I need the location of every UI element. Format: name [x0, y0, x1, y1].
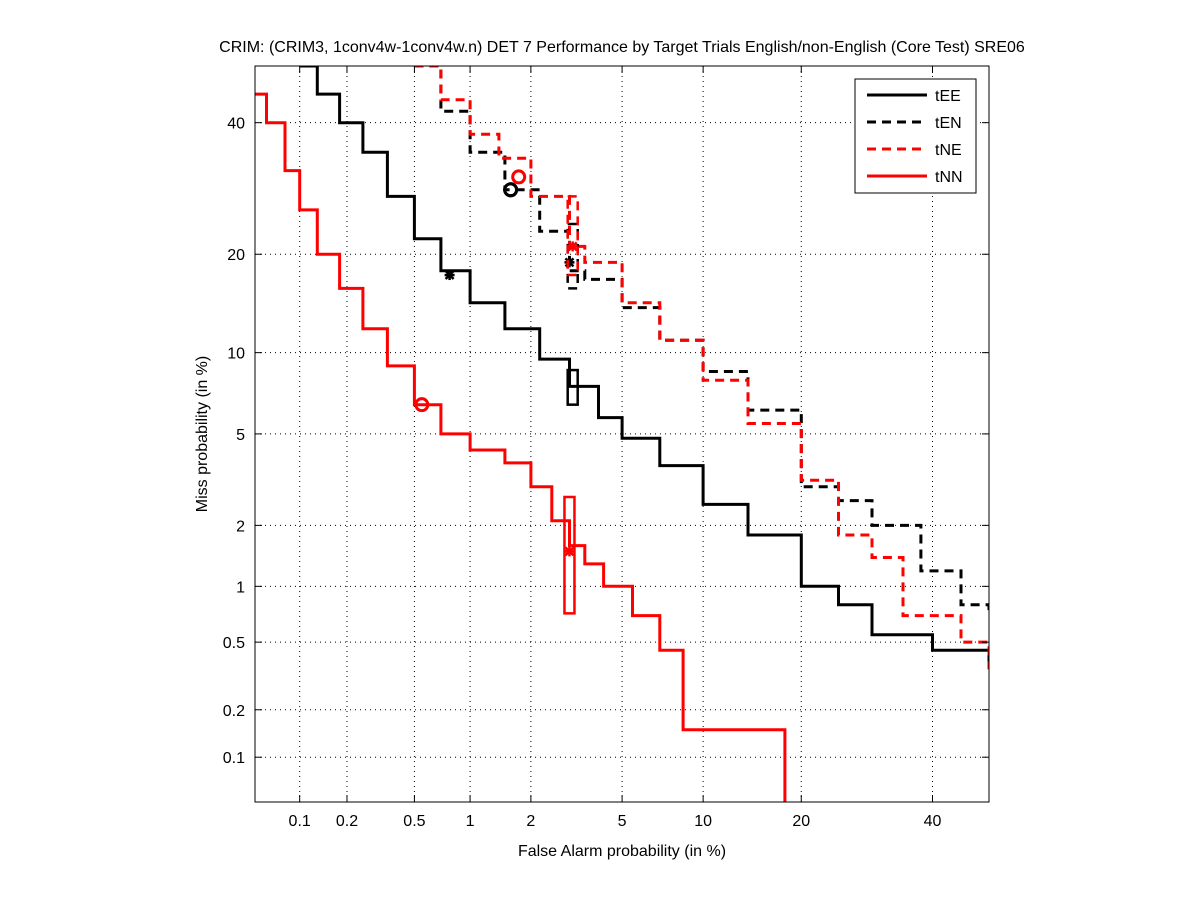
x-tick-label: 2	[526, 813, 535, 830]
y-tick-label: 10	[227, 346, 245, 363]
cost-box-ten	[566, 222, 579, 290]
marker-layer	[414, 169, 579, 615]
y-tick-label: 0.2	[223, 703, 245, 720]
min-dcf-marker-d2-tee	[444, 270, 455, 280]
chart-title: CRIM: (CRIM3, 1conv4w-1conv4w.n) DET 7 P…	[219, 39, 1025, 56]
x-tick-label: 0.1	[289, 813, 311, 830]
legend: tEE tEN tNE tNN	[854, 78, 977, 194]
actual-dcf-marker-ten	[503, 182, 519, 198]
y-axis-label: Miss probability (in %)	[194, 356, 211, 512]
legend-label-tnn: tNN	[935, 169, 963, 186]
y-tick-label: 0.1	[223, 750, 245, 767]
y-tick-label: 2	[236, 518, 245, 535]
series-line-tnn	[255, 92, 787, 802]
series-line-tee	[299, 66, 989, 670]
cost-box-tnn	[563, 495, 576, 615]
actual-dcf-marker-tne	[511, 169, 527, 185]
cost-box-tee	[566, 368, 579, 406]
x-tick-label: 1	[466, 813, 475, 830]
legend-label-tee: tEE	[935, 88, 961, 105]
legend-label-tne: tNE	[935, 142, 962, 159]
x-tick-label: 10	[694, 813, 712, 830]
y-tick-label: 5	[236, 427, 245, 444]
min-dcf-marker-d2-tne	[567, 241, 578, 252]
tick-layer: 0.1 0.2 0.5 1 2 5 10 20 40 0.1 0.2 0.5 1 2 5 10 20 40	[223, 66, 989, 830]
cost-box-tne	[566, 195, 579, 277]
x-axis-label: False Alarm probability (in %)	[518, 843, 726, 860]
x-tick-label: 0.5	[403, 813, 425, 830]
x-tick-label: 5	[618, 813, 627, 830]
y-tick-label: 40	[227, 116, 245, 133]
legend-label-ten: tEN	[935, 115, 962, 132]
x-tick-label: 0.2	[336, 813, 358, 830]
y-tick-label: 0.5	[223, 635, 245, 652]
min-dcf-marker-d2-tnn	[564, 546, 575, 557]
series-layer	[255, 66, 989, 802]
legend-box	[854, 78, 977, 194]
actual-dcf-marker-tnn	[414, 397, 430, 413]
x-tick-label: 20	[792, 813, 810, 830]
y-tick-label: 1	[236, 579, 245, 596]
y-tick-label: 20	[227, 247, 245, 264]
x-tick-label: 40	[924, 813, 942, 830]
series-line-ten	[414, 66, 989, 611]
